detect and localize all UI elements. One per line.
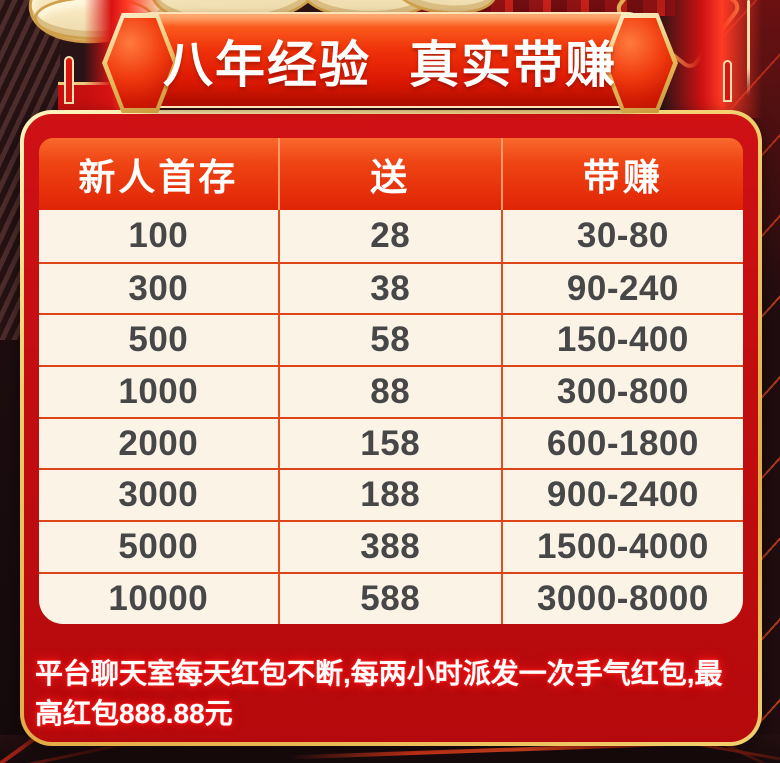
title-ribbon [136,12,644,108]
cell-deposit: 300 [128,268,189,308]
table-row: 300 38 90-240 [39,261,743,314]
cell-deposit: 500 [128,320,189,360]
light-line [747,0,750,96]
cell-deposit: 100 [128,215,189,255]
cell-earn: 600-1800 [500,418,743,469]
cell-bonus: 388 [277,522,501,572]
cell-earn: 30-80 [500,210,743,262]
bonus-table: 新人首存 送 带赚 100 28 30-80 300 38 90-240 [39,138,743,624]
red-light-streak [662,0,762,118]
cell-deposit: 5000 [118,526,199,566]
firecracker-icon [64,56,74,104]
cell-bonus: 38 [277,263,501,314]
table-header-deposit: 新人首存 [78,157,239,198]
cell-bonus: 188 [277,470,501,521]
cell-bonus: 88 [277,367,501,417]
cell-earn: 300-800 [500,367,743,417]
table-body: 100 28 30-80 300 38 90-240 500 58 150-40… [39,210,743,624]
cell-deposit: 10000 [108,578,209,618]
cell-bonus: 58 [277,315,501,366]
cell-deposit: 2000 [118,423,199,463]
table-row: 5000 388 1500-4000 [39,520,743,572]
cell-earn: 1500-4000 [500,522,743,572]
main-panel-body: 新人首存 送 带赚 100 28 30-80 300 38 90-240 [24,114,758,742]
table-header-bonus: 送 [277,138,501,210]
table-header-row: 新人首存 送 带赚 [39,138,743,210]
cell-deposit: 3000 [118,475,199,515]
cell-earn: 90-240 [500,263,743,314]
page-title: 八年经验 真实带赚 [163,37,617,93]
red-packet-note: 平台聊天室每天红包不断,每两小时派发一次手气红包,最高红包888.88元 [35,657,723,729]
cell-bonus: 158 [277,418,501,469]
table-header-earn: 带赚 [500,138,743,210]
cell-deposit: 1000 [118,371,199,411]
table-row: 3000 188 900-2400 [39,468,743,521]
main-panel: 新人首存 送 带赚 100 28 30-80 300 38 90-240 [20,110,762,746]
table-row: 100 28 30-80 [39,210,743,262]
firecracker-icon [723,60,732,102]
cell-bonus: 588 [277,573,501,624]
table-row: 1000 88 300-800 [39,365,743,417]
table-row: 2000 158 600-1800 [39,416,743,469]
cell-bonus: 28 [277,210,501,262]
cell-earn: 3000-8000 [500,573,743,624]
cell-earn: 900-2400 [500,470,743,521]
table-row: 10000 588 3000-8000 [39,571,743,624]
table-row: 500 58 150-400 [39,313,743,366]
cell-earn: 150-400 [500,315,743,366]
